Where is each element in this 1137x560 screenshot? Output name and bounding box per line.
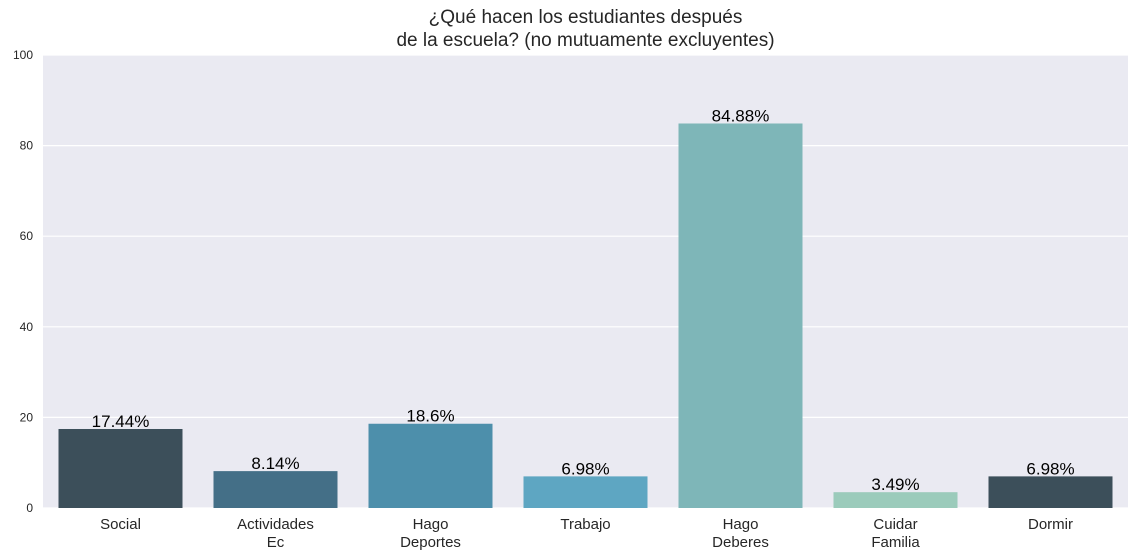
x-axis-ticks: Social Actividades Ec Hago Deportes Trabajo Ha… [100, 516, 1073, 551]
data-label: 6.98% [1026, 459, 1074, 478]
y-tick-label: 80 [20, 139, 34, 153]
y-tick-label: 40 [20, 320, 34, 334]
data-label: 18.6% [406, 407, 454, 426]
x-tick-label: Hago Deportes [400, 516, 461, 551]
chart-title-line: de la escuela? (no mutuamente excluyente… [396, 30, 774, 51]
x-tick-label: Trabajo [560, 516, 610, 533]
x-tick-label: Social [100, 516, 141, 533]
bar [833, 492, 958, 508]
chart-title-line: ¿Qué hacen los estudiantes después [429, 7, 743, 28]
y-tick-label: 0 [26, 501, 33, 515]
bar [988, 476, 1113, 508]
x-tick-label: Dormir [1028, 516, 1073, 533]
data-label: 3.49% [871, 475, 919, 494]
data-label: 84.88% [712, 106, 770, 125]
x-tick-label: Cuidar Familia [871, 516, 920, 551]
y-tick-label: 20 [20, 410, 34, 424]
y-tick-label: 60 [20, 229, 34, 243]
chart-title: ¿Qué hacen los estudiantes después de la … [396, 7, 774, 51]
data-labels: 17.44% 8.14% 18.6% 6.98% 84.88% 3.49% 6.98% [92, 106, 1075, 494]
bar [368, 423, 493, 508]
plot-area [43, 55, 1128, 508]
data-label: 8.14% [251, 454, 299, 473]
bars [58, 123, 1113, 509]
y-axis-ticks: 0 20 40 60 80 100 [13, 48, 33, 515]
data-label: 6.98% [561, 459, 609, 478]
x-tick-label: Actividades Ec [237, 516, 314, 551]
bar [523, 476, 648, 508]
y-tick-label: 100 [13, 48, 33, 62]
bar [58, 428, 183, 508]
bar [678, 123, 803, 509]
bar [213, 471, 338, 508]
data-label: 17.44% [92, 412, 150, 431]
x-tick-label: Hago Deberes [712, 516, 769, 551]
